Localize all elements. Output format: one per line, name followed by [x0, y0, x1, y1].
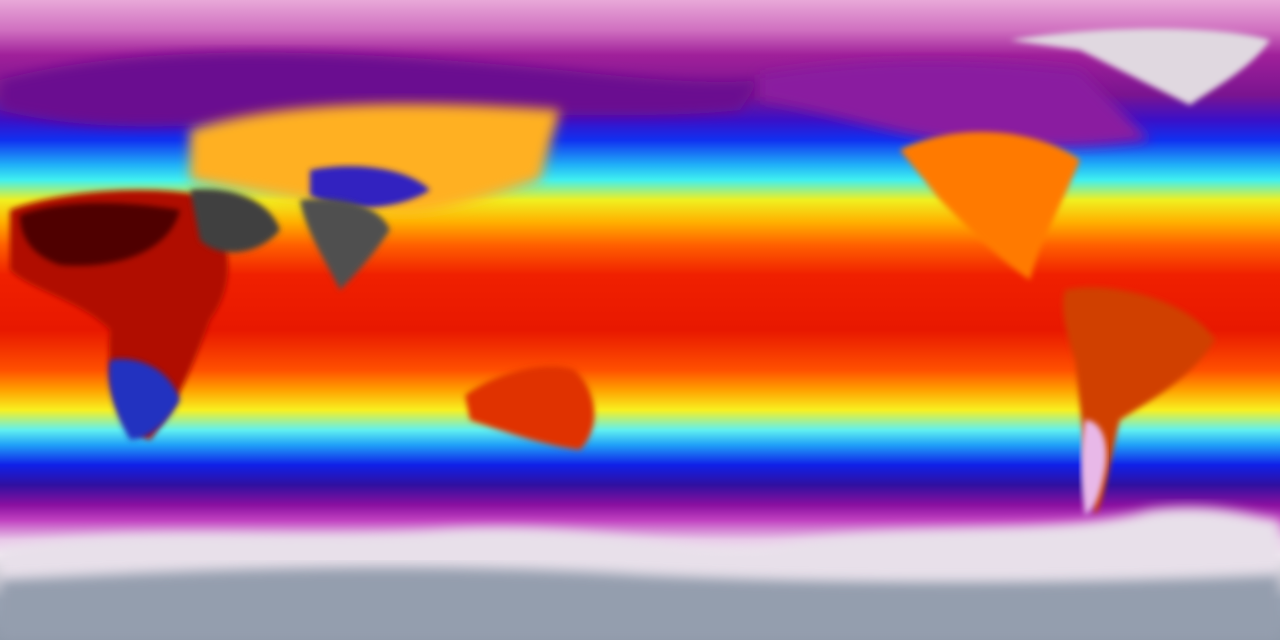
- tibet: [310, 166, 430, 208]
- arabia: [190, 189, 280, 253]
- greenland: [1010, 28, 1270, 105]
- eurasia-central: [190, 104, 560, 213]
- north-america-north: [760, 60, 1150, 148]
- eurasia-north: [0, 52, 760, 130]
- australia: [465, 366, 595, 450]
- antarctica: [0, 567, 1280, 640]
- india: [300, 198, 390, 290]
- patagonia: [1081, 420, 1107, 515]
- sahara-hot: [20, 203, 180, 266]
- southern-africa: [108, 359, 180, 440]
- north-america: [900, 131, 1080, 280]
